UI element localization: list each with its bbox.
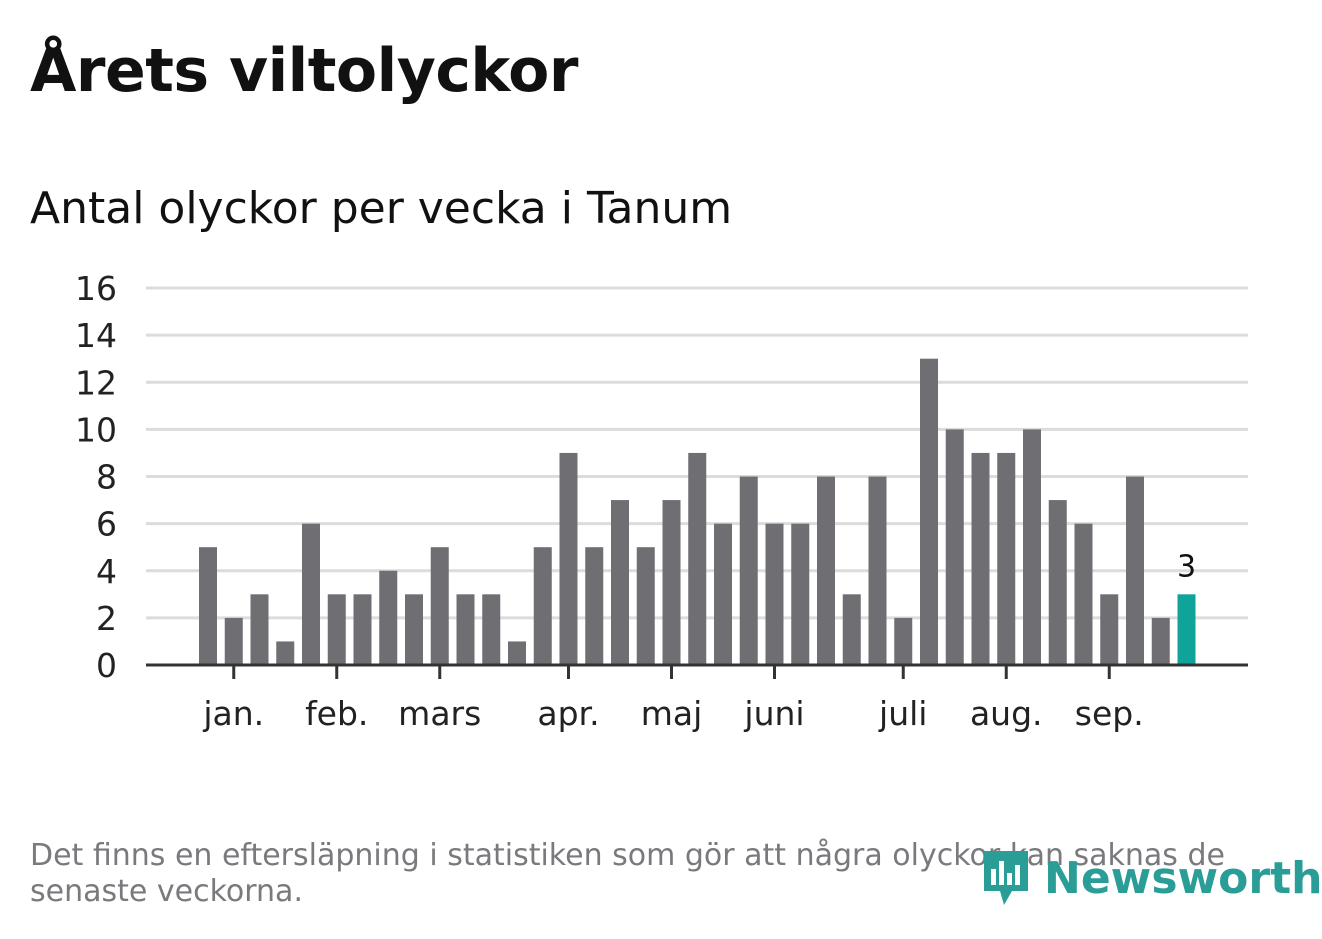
bar-week-35 [1074,523,1093,665]
bar-week-31 [971,452,990,665]
y-tick-label: 12 [75,363,117,402]
chart-title: Årets viltolyckor [30,36,579,106]
x-tick-label-juli: juli [878,694,927,733]
bar-week-26 [842,594,861,665]
bar-week-21 [714,523,732,665]
bar-week-17 [611,500,629,665]
y-tick-label: 6 [96,505,117,544]
newsworthy-logo-text: Newsworthy [1044,852,1322,904]
x-tick-label-jan: jan. [202,694,264,733]
bar-week-7 [353,594,372,665]
bar-week-8 [379,570,398,665]
x-tick-label-mars: mars [398,694,481,733]
bar-week-34 [1048,500,1067,665]
x-tick-label-maj: maj [641,694,703,733]
y-axis-ticks: 0 2 4 6 8 10 12 14 16 [75,269,117,685]
bar-week-37 [1126,476,1144,665]
newsworthy-logo[interactable]: Newsworthy [980,846,1322,910]
bar-week-32 [997,452,1016,665]
bar-week-6 [327,594,346,665]
bar-week-14 [533,547,552,665]
y-tick-label: 2 [96,599,117,638]
x-tick-label-apr: apr. [537,694,599,733]
bars [199,358,1196,665]
x-tick-label-juni: juni [743,694,804,733]
x-tick-label-aug: aug. [970,694,1043,733]
bar-week-20 [688,452,707,665]
bar-week-19 [662,500,681,665]
data-labels: 3 [1177,549,1196,584]
bar-week-5 [302,523,320,665]
bar-week-15 [559,452,578,665]
x-tick-label-sep: sep. [1075,694,1144,733]
bar-week-12 [482,594,501,665]
bar-week-30 [945,429,964,665]
bar-chart: 0 2 4 6 8 10 12 14 16 jan. feb. mars apr. maj juni jul… [75,269,1248,733]
bar-week-13 [508,641,526,665]
bar-week-16 [585,547,604,665]
bar-week-2 [224,617,243,665]
bar-week-18 [636,547,655,665]
x-axis: jan. feb. mars apr. maj juni juli aug. sep. [146,663,1248,733]
bar-week-38 [1151,617,1170,665]
bar-current-week [1177,594,1196,665]
bar-week-4 [276,641,295,665]
y-tick-label: 14 [75,316,117,355]
bar-week-28 [894,617,913,665]
bar-week-24 [791,523,810,665]
data-label-current-week: 3 [1177,549,1196,584]
bar-week-22 [739,476,758,665]
bar-week-29 [920,358,938,665]
y-tick-label: 16 [75,269,117,308]
y-tick-label: 4 [96,552,117,591]
y-tick-label: 0 [96,646,117,685]
bar-week-10 [430,547,449,665]
bar-week-1 [199,547,217,665]
bar-week-9 [405,594,423,665]
bar-week-33 [1023,429,1041,665]
y-tick-label: 8 [96,458,117,497]
y-tick-label: 10 [75,410,117,449]
bar-week-11 [456,594,475,665]
bar-week-3 [250,594,269,665]
chart-subtitle: Antal olyckor per vecka i Tanum [30,183,733,234]
x-tick-label-feb: feb. [305,694,368,733]
bar-week-36 [1100,594,1119,665]
bar-week-23 [765,523,784,665]
newsworthy-logo-icon [984,851,1028,905]
bar-week-27 [868,476,887,665]
bar-week-25 [817,476,835,665]
